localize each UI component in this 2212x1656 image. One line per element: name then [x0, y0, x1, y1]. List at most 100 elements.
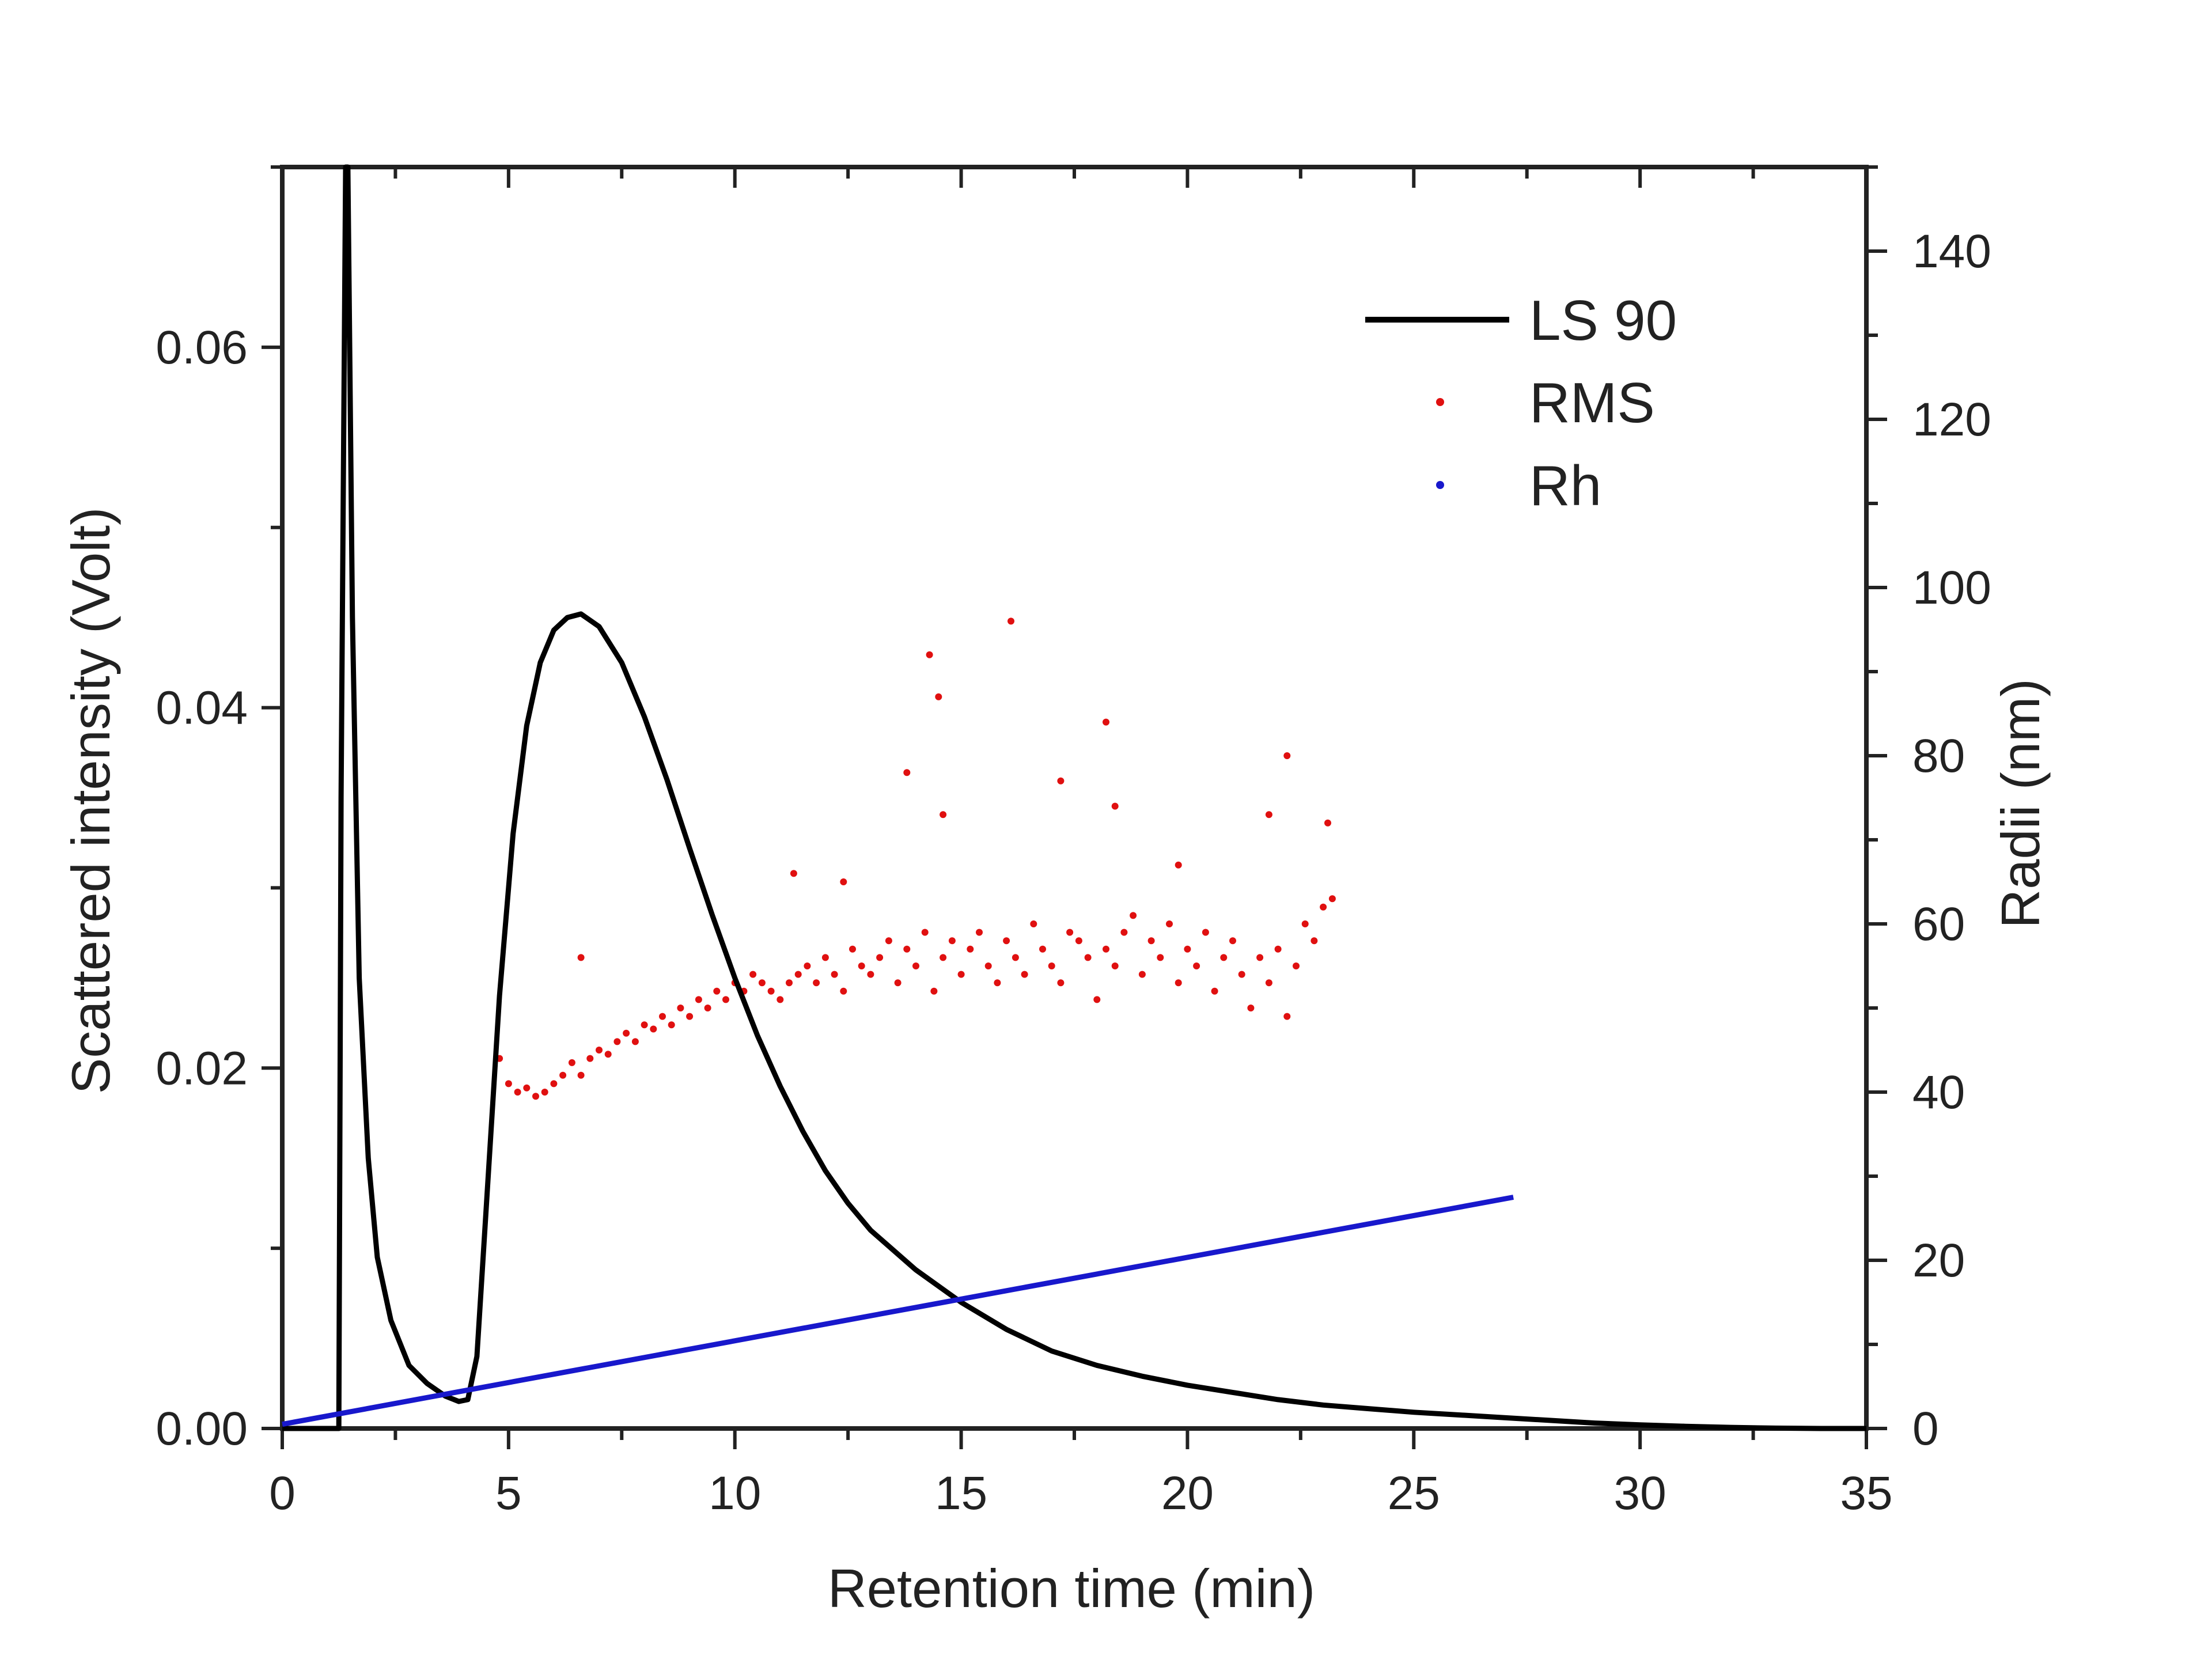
rms-point — [790, 870, 797, 877]
x-tick-label: 15 — [935, 1467, 987, 1519]
rms-point — [1066, 929, 1074, 936]
rms-point — [1048, 962, 1055, 969]
rms-point — [1111, 802, 1119, 810]
legend-rh-swatch — [1436, 481, 1444, 489]
rms-point — [786, 979, 793, 987]
y-right-tick-label: 0 — [1912, 1403, 1939, 1455]
rms-point — [713, 987, 721, 995]
rms-point — [1202, 929, 1209, 936]
rms-point — [984, 962, 992, 969]
x-tick-label: 25 — [1388, 1467, 1440, 1519]
x-axis-ticks: 0 5 10 15 20 25 30 35 — [269, 167, 1893, 1519]
rms-point — [849, 945, 856, 953]
x-tick-label: 0 — [269, 1467, 296, 1519]
rms-point — [967, 945, 974, 953]
rms-point — [1184, 945, 1191, 953]
rms-point — [894, 979, 902, 987]
y-left-tick-label: 0.00 — [156, 1403, 248, 1455]
rms-point — [1057, 979, 1065, 987]
rms-point — [695, 996, 702, 1003]
rms-point — [1157, 954, 1164, 961]
rms-point — [604, 1051, 612, 1058]
rms-point — [976, 929, 983, 936]
rms-point — [1211, 987, 1218, 995]
rms-point — [1293, 962, 1300, 969]
rms-point — [613, 1038, 621, 1045]
rms-point — [550, 1080, 558, 1087]
rms-point — [1039, 945, 1046, 953]
rms-point — [505, 1080, 512, 1087]
rms-point — [940, 811, 947, 818]
rms-point — [777, 996, 784, 1003]
rms-point — [840, 878, 847, 885]
rms-point — [1220, 954, 1228, 961]
x-tick-label: 30 — [1614, 1467, 1666, 1519]
rms-point — [1003, 937, 1010, 945]
rms-point — [903, 945, 911, 953]
rms-point — [559, 1071, 567, 1079]
rms-point — [1265, 811, 1272, 818]
rms-point — [577, 954, 585, 961]
rms-point — [926, 651, 933, 658]
series-layer — [282, 164, 1866, 1431]
rms-point — [885, 937, 892, 945]
rms-point — [1238, 971, 1245, 978]
x-axis-title: Retention time (min) — [828, 1558, 1315, 1619]
rms-point — [758, 979, 766, 987]
rms-point — [1147, 937, 1155, 945]
legend-rms-label: RMS — [1529, 371, 1655, 434]
y-right-tick-label: 140 — [1912, 225, 1991, 278]
y-left-tick-label: 0.04 — [156, 682, 248, 734]
ls90-series-line — [282, 164, 1866, 1431]
rms-point — [1193, 962, 1200, 969]
rms-point — [1247, 1005, 1255, 1011]
rms-point — [623, 1029, 630, 1037]
rms-point — [1324, 819, 1331, 827]
rms-point — [1030, 920, 1037, 927]
rms-point — [1138, 971, 1146, 978]
rms-point — [586, 1055, 594, 1062]
rms-point — [1265, 979, 1272, 987]
rms-point — [1283, 1013, 1291, 1020]
rms-point — [930, 987, 938, 995]
rms-point — [994, 979, 1001, 987]
rms-point — [912, 962, 919, 969]
rms-point — [1301, 920, 1309, 927]
rms-point — [921, 929, 929, 936]
rms-point — [1175, 979, 1182, 987]
rms-point — [935, 693, 942, 700]
rms-point — [1103, 945, 1109, 953]
y-right-tick-label: 80 — [1912, 730, 1965, 782]
rms-point — [903, 769, 911, 776]
y-right-tick-label: 20 — [1912, 1234, 1965, 1287]
rms-point — [722, 996, 729, 1003]
y-right-tick-label: 60 — [1912, 898, 1965, 950]
x-tick-label: 10 — [709, 1467, 761, 1519]
rms-point — [1012, 954, 1019, 961]
rms-point — [1166, 920, 1173, 927]
rms-point — [1103, 718, 1109, 726]
y-right-axis-ticks: 0 20 40 60 80 100 120 140 — [1866, 165, 1991, 1455]
y-left-axis-ticks: 0.00 0.02 0.04 0.06 — [156, 165, 282, 1455]
rms-point — [532, 1093, 539, 1100]
rms-point — [1310, 937, 1318, 945]
rms-point — [1274, 945, 1282, 953]
y-left-axis-title: Scattered intensity (Volt) — [60, 507, 121, 1094]
rms-point — [577, 1071, 585, 1079]
rms-point — [1120, 929, 1128, 936]
rms-point — [1075, 937, 1082, 945]
rms-point — [831, 971, 838, 978]
rms-point — [668, 1021, 675, 1029]
rms-point — [1175, 861, 1182, 869]
x-tick-label: 35 — [1840, 1467, 1892, 1519]
rms-series — [496, 617, 1336, 1100]
legend-rh-label: Rh — [1529, 454, 1601, 517]
rh-series-line — [282, 1195, 1514, 1427]
rms-point — [840, 987, 847, 995]
rms-point — [804, 962, 811, 969]
rms-point — [1256, 954, 1264, 961]
y-right-axis-title: Radii (nm) — [1990, 679, 2051, 929]
rms-point — [867, 971, 874, 978]
